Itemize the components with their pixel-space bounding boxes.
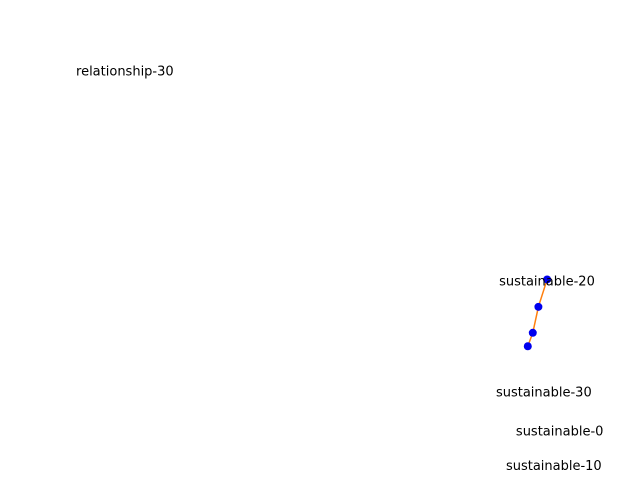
point-label-1: sustainable-20 [499, 274, 595, 289]
point-label-3: sustainable-0 [516, 424, 604, 439]
series-line [527, 279, 548, 347]
data-point-2 [534, 302, 543, 311]
data-point-0 [523, 342, 532, 351]
data-point-3 [543, 275, 552, 284]
text-labels-group: relationship-30 sustainable-20 sustainable… [76, 65, 603, 474]
point-label-0: relationship-30 [76, 65, 174, 80]
point-label-4: sustainable-10 [506, 459, 602, 474]
data-points-group [523, 275, 552, 351]
connecting-line-group [527, 279, 548, 347]
point-label-2: sustainable-30 [496, 385, 592, 400]
data-point-1 [528, 328, 537, 337]
